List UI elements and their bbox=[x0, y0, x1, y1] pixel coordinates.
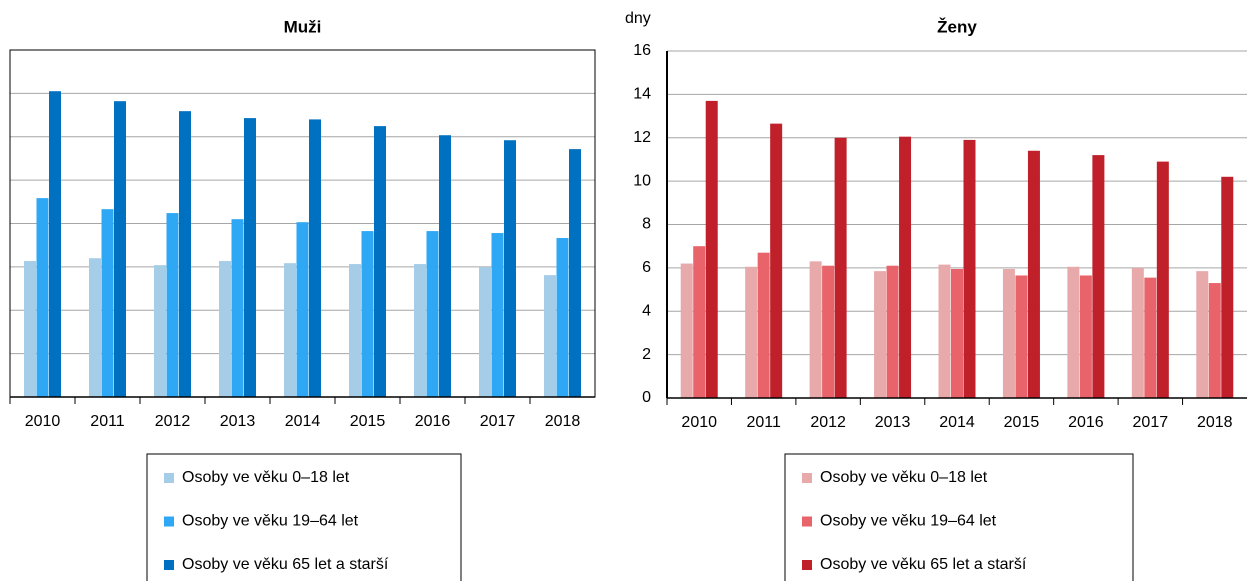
x-tick-label: 2012 bbox=[810, 414, 846, 431]
bar bbox=[834, 137, 847, 398]
bar bbox=[49, 91, 61, 398]
x-tick-label: 2010 bbox=[25, 413, 61, 430]
bar bbox=[231, 219, 244, 397]
bar bbox=[166, 213, 179, 397]
bar bbox=[504, 140, 516, 397]
x-tick-label: 2012 bbox=[155, 413, 191, 430]
legend-swatch bbox=[164, 560, 174, 570]
bar bbox=[951, 268, 963, 398]
y-tick-label: 8 bbox=[642, 216, 651, 233]
x-tick-label: 2011 bbox=[90, 413, 125, 430]
chart-title: Ženy bbox=[937, 17, 977, 36]
bar bbox=[1131, 267, 1144, 398]
x-tick-label: 2011 bbox=[746, 414, 781, 431]
bar bbox=[426, 231, 439, 397]
bar bbox=[1079, 275, 1092, 398]
y-tick-label: 14 bbox=[633, 86, 651, 103]
bar bbox=[36, 198, 49, 397]
bar bbox=[680, 263, 693, 398]
bar bbox=[1002, 268, 1015, 398]
legend-box bbox=[784, 453, 1134, 581]
bar bbox=[745, 266, 758, 398]
legend-label: Osoby ve věku 65 let a starší bbox=[182, 556, 389, 573]
x-tick-label: 2018 bbox=[545, 413, 581, 430]
y-axis-label: dny bbox=[625, 10, 651, 27]
x-tick-label: 2018 bbox=[1197, 414, 1233, 431]
bar bbox=[544, 275, 556, 397]
bar bbox=[244, 118, 256, 397]
bar bbox=[296, 222, 309, 397]
x-tick-label: 2014 bbox=[939, 414, 975, 431]
bar bbox=[1015, 275, 1028, 398]
bar bbox=[361, 231, 374, 397]
bar bbox=[757, 252, 770, 398]
bar bbox=[309, 119, 321, 398]
legend-label: Osoby ve věku 0–18 let bbox=[182, 469, 350, 486]
x-tick-label: 2015 bbox=[350, 413, 386, 430]
bar bbox=[770, 123, 783, 398]
bar bbox=[556, 238, 569, 397]
bar bbox=[439, 135, 451, 397]
bar bbox=[479, 267, 491, 397]
bar bbox=[874, 271, 887, 398]
bar bbox=[179, 111, 191, 397]
bar bbox=[938, 264, 951, 398]
legend-label: Osoby ve věku 19–64 let bbox=[182, 513, 359, 530]
legend-swatch bbox=[164, 473, 174, 483]
y-tick-label: 2 bbox=[642, 346, 651, 363]
legend-swatch bbox=[802, 560, 812, 570]
y-tick-label: 16 bbox=[633, 42, 651, 59]
bar bbox=[414, 264, 426, 397]
legend-swatch bbox=[802, 473, 812, 483]
y-tick-label: 0 bbox=[642, 389, 651, 406]
bar bbox=[1027, 150, 1040, 398]
bar bbox=[569, 149, 581, 397]
y-tick-label: 4 bbox=[642, 302, 651, 319]
bar bbox=[899, 136, 912, 398]
bar bbox=[89, 258, 101, 397]
x-tick-label: 2015 bbox=[1004, 414, 1040, 431]
bar bbox=[693, 246, 706, 398]
bar bbox=[809, 261, 822, 398]
x-tick-label: 2016 bbox=[1068, 414, 1104, 431]
bar bbox=[491, 233, 504, 397]
bar bbox=[1221, 176, 1234, 398]
x-tick-label: 2010 bbox=[681, 414, 717, 431]
legend-label: Osoby ve věku 65 let a starší bbox=[820, 556, 1027, 573]
bar bbox=[154, 265, 166, 397]
bar bbox=[1196, 271, 1209, 398]
bar bbox=[1144, 277, 1157, 398]
bar bbox=[705, 100, 718, 398]
legend-swatch bbox=[802, 516, 812, 527]
x-tick-label: 2013 bbox=[220, 413, 256, 430]
bar bbox=[101, 209, 114, 397]
x-tick-label: 2017 bbox=[1133, 414, 1169, 431]
chart-title: Muži bbox=[284, 17, 322, 36]
bar bbox=[284, 263, 296, 397]
bar bbox=[963, 139, 976, 398]
bar bbox=[114, 101, 126, 398]
bar bbox=[822, 265, 835, 398]
y-tick-label: 10 bbox=[633, 172, 651, 189]
bar bbox=[374, 126, 386, 398]
bar bbox=[1156, 161, 1169, 398]
x-tick-label: 2014 bbox=[285, 413, 321, 430]
x-tick-label: 2016 bbox=[415, 413, 451, 430]
bar bbox=[1092, 155, 1105, 398]
bar bbox=[1067, 266, 1080, 398]
x-tick-label: 2013 bbox=[875, 414, 911, 431]
legend-swatch bbox=[164, 516, 174, 527]
legend-label: Osoby ve věku 0–18 let bbox=[820, 469, 988, 486]
legend-box bbox=[146, 453, 462, 581]
legend-label: Osoby ve věku 19–64 let bbox=[820, 513, 997, 530]
bar bbox=[349, 264, 361, 397]
bar bbox=[1208, 283, 1221, 398]
y-tick-label: 6 bbox=[642, 259, 651, 276]
y-tick-label: 12 bbox=[633, 129, 651, 146]
bar bbox=[24, 261, 36, 397]
x-tick-label: 2017 bbox=[480, 413, 516, 430]
bar bbox=[219, 261, 231, 397]
bar bbox=[886, 265, 899, 398]
